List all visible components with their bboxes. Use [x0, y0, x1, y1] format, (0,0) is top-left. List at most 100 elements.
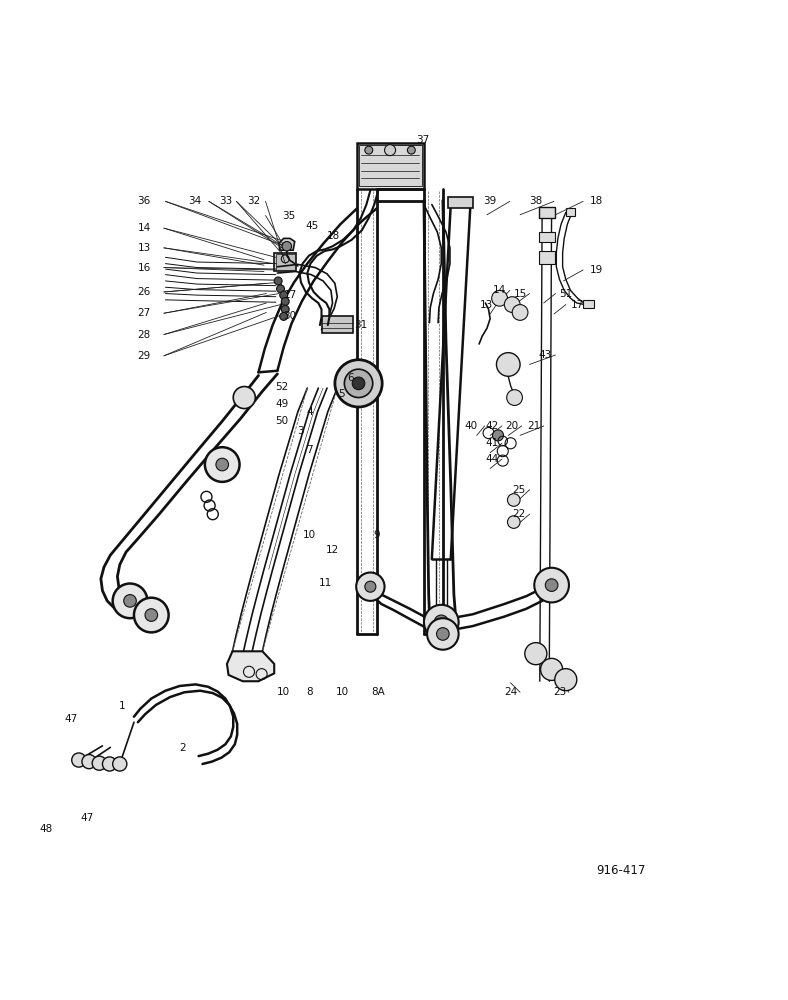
Circle shape — [525, 643, 547, 665]
Text: 28: 28 — [138, 330, 151, 340]
Text: 44: 44 — [485, 454, 498, 464]
Bar — [276, 254, 295, 270]
Text: 51: 51 — [559, 289, 572, 299]
Circle shape — [385, 145, 396, 156]
Text: 38: 38 — [530, 196, 542, 206]
Text: 29: 29 — [138, 351, 151, 361]
Text: 1: 1 — [119, 701, 125, 711]
Text: 37: 37 — [416, 135, 429, 145]
Text: 10: 10 — [277, 687, 290, 697]
Text: 27: 27 — [138, 308, 151, 318]
Text: 17: 17 — [571, 300, 584, 310]
Text: 26: 26 — [138, 287, 151, 297]
Text: 14: 14 — [138, 223, 151, 233]
Circle shape — [365, 581, 376, 592]
Circle shape — [92, 756, 106, 770]
Circle shape — [356, 572, 385, 601]
Circle shape — [205, 447, 240, 482]
Text: 17: 17 — [284, 290, 296, 300]
Text: 25: 25 — [513, 485, 526, 495]
Text: 916-417: 916-417 — [597, 864, 645, 877]
Circle shape — [281, 297, 289, 305]
Text: 24: 24 — [504, 687, 517, 697]
Text: 10: 10 — [303, 530, 316, 540]
Circle shape — [407, 146, 415, 154]
Text: 21: 21 — [527, 421, 540, 431]
Circle shape — [434, 615, 448, 629]
Polygon shape — [227, 651, 274, 681]
Circle shape — [280, 291, 288, 299]
Text: 30: 30 — [284, 311, 296, 321]
Circle shape — [216, 458, 229, 471]
Text: 47: 47 — [65, 714, 77, 724]
Text: 33: 33 — [220, 196, 232, 206]
Circle shape — [124, 595, 136, 607]
Circle shape — [344, 369, 373, 398]
Circle shape — [545, 579, 558, 591]
Text: 50: 50 — [276, 416, 288, 426]
Text: 2: 2 — [180, 743, 186, 753]
Bar — [539, 251, 555, 264]
Text: 8A: 8A — [371, 687, 385, 697]
Circle shape — [281, 305, 289, 313]
Text: 40: 40 — [465, 421, 478, 431]
Bar — [583, 300, 594, 308]
Circle shape — [496, 353, 520, 376]
Text: 7: 7 — [307, 445, 313, 455]
Text: 35: 35 — [283, 211, 296, 221]
Text: 3: 3 — [297, 426, 303, 436]
Circle shape — [280, 312, 288, 320]
Text: 52: 52 — [276, 382, 288, 392]
Text: 23: 23 — [553, 687, 566, 697]
Circle shape — [534, 568, 569, 602]
Circle shape — [424, 605, 459, 639]
Circle shape — [512, 305, 528, 320]
Text: 14: 14 — [493, 285, 506, 295]
Bar — [539, 232, 555, 242]
Text: 49: 49 — [276, 399, 288, 409]
Text: 22: 22 — [513, 509, 526, 519]
Circle shape — [82, 755, 96, 769]
Text: 39: 39 — [484, 196, 496, 206]
Text: 48: 48 — [39, 824, 52, 834]
Text: 45: 45 — [306, 221, 318, 231]
Circle shape — [282, 242, 292, 251]
Text: 13: 13 — [480, 300, 492, 310]
Circle shape — [145, 609, 158, 621]
Circle shape — [555, 669, 577, 691]
Circle shape — [507, 390, 522, 405]
Circle shape — [72, 753, 86, 767]
Text: 6: 6 — [348, 373, 354, 383]
Text: 18: 18 — [327, 231, 340, 241]
Text: 13: 13 — [138, 243, 151, 253]
Text: 20: 20 — [505, 421, 518, 431]
Circle shape — [504, 297, 520, 312]
Text: 15: 15 — [514, 289, 526, 299]
Circle shape — [492, 430, 504, 441]
Circle shape — [507, 516, 520, 528]
Text: 32: 32 — [247, 196, 260, 206]
Text: 43: 43 — [539, 350, 552, 360]
Circle shape — [274, 277, 282, 285]
Circle shape — [113, 584, 147, 618]
Text: 5: 5 — [339, 389, 345, 399]
Text: 47: 47 — [80, 813, 93, 823]
Circle shape — [427, 618, 459, 650]
Circle shape — [507, 494, 520, 506]
Bar — [539, 207, 555, 218]
Text: 19: 19 — [590, 265, 603, 275]
Text: 4: 4 — [307, 407, 313, 417]
Bar — [359, 145, 422, 186]
Text: 18: 18 — [590, 196, 603, 206]
Text: 12: 12 — [326, 545, 339, 555]
Text: 42: 42 — [485, 421, 498, 431]
Polygon shape — [279, 238, 295, 250]
Bar — [357, 143, 424, 189]
Circle shape — [541, 658, 563, 680]
Text: 31: 31 — [355, 320, 367, 330]
Circle shape — [352, 377, 365, 390]
Circle shape — [102, 757, 117, 771]
Text: 41: 41 — [485, 438, 498, 448]
Circle shape — [233, 387, 255, 409]
Bar — [566, 208, 575, 216]
